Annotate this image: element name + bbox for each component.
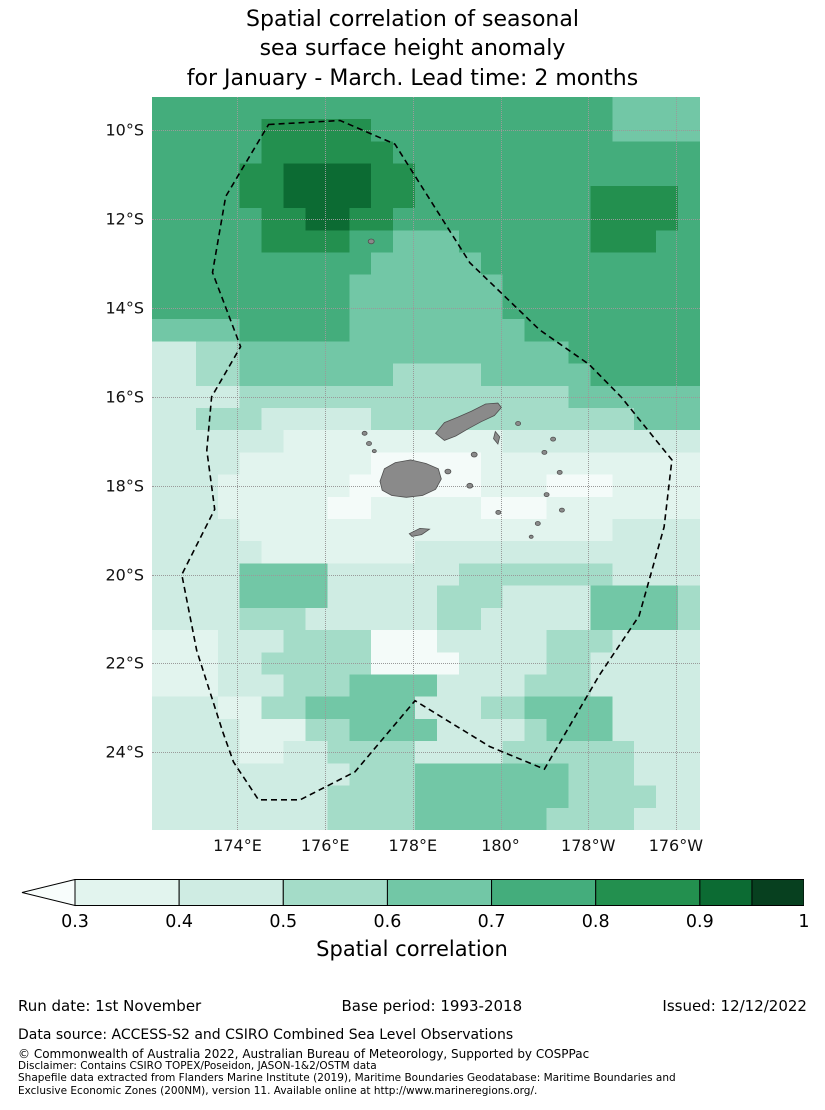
gridline-parallel — [152, 396, 700, 398]
colorbar-tick-label: 0.6 — [373, 912, 402, 932]
y-axis-tick-label: 24°S — [105, 742, 144, 762]
islet — [495, 509, 502, 515]
islet — [534, 521, 541, 526]
colorbar-tick-label: 0.3 — [61, 912, 89, 932]
copyright: © Commonwealth of Australia 2022, Austra… — [18, 1047, 590, 1061]
gridline-parallel — [152, 130, 700, 132]
gridline-meridian — [500, 97, 502, 830]
disclaimer: Disclaimer: Contains CSIRO TOPEX/Poseido… — [18, 1060, 377, 1072]
issued-date: Issued: 12/12/2022 — [662, 997, 807, 1015]
gridline-parallel — [152, 663, 700, 665]
x-axis-tick-label: 176°W — [648, 836, 704, 855]
colorbar-segment — [595, 879, 701, 906]
islands-layer — [361, 238, 565, 539]
colorbar-segment — [491, 879, 597, 906]
colorbar-segment — [386, 879, 493, 906]
data-source: Data source: ACCESS-S2 and CSIRO Combine… — [18, 1027, 514, 1043]
colorbar-segment — [178, 879, 284, 906]
title-line-3: for January - March. Lead time: 2 months — [186, 65, 639, 91]
island-taveuni — [493, 430, 501, 445]
colorbar-tick-label: 0.9 — [685, 912, 714, 932]
run-date: Run date: 1st November — [18, 997, 202, 1015]
figure-title: Spatial correlation of seasonal sea surf… — [0, 5, 825, 93]
islet — [444, 468, 452, 475]
x-axis-tick-label: 178°E — [388, 836, 438, 855]
title-line-2: sea surface height anomaly — [259, 36, 566, 62]
y-axis-tick-label: 20°S — [105, 565, 144, 585]
x-axis-tick-label: 176°E — [300, 836, 350, 855]
y-axis-tick-label: 14°S — [105, 298, 144, 318]
y-axis-tick-label: 22°S — [105, 653, 144, 673]
x-axis-tick-label: 174°E — [213, 836, 262, 855]
islet — [367, 238, 375, 245]
colorbar-tick-label: 0.7 — [477, 912, 506, 932]
shapefile-note-line-2: Exclusive Economic Zones (200NM), versio… — [18, 1085, 538, 1097]
islet — [470, 451, 478, 458]
y-axis-tick-label: 16°S — [105, 387, 144, 407]
gridline-meridian — [237, 97, 239, 830]
colorbar-bar — [21, 879, 804, 907]
y-axis-tick-label: 18°S — [105, 476, 144, 496]
islet — [550, 436, 557, 442]
islet — [371, 449, 377, 454]
gridline-parallel — [152, 752, 700, 754]
colorbar-tick-label: 0.8 — [581, 912, 610, 932]
islet — [558, 507, 565, 513]
gridline-parallel — [152, 574, 700, 576]
islet — [528, 534, 534, 539]
colorbar-segment — [282, 879, 388, 906]
gridline-meridian — [675, 97, 677, 830]
colorbar-segment — [74, 879, 180, 906]
y-axis-tick-label: 12°S — [105, 209, 144, 229]
shapefile-note-line-1: Shapefile data extracted from Flanders M… — [18, 1072, 676, 1084]
island-vanua-levu — [435, 402, 502, 441]
base-period: Base period: 1993-2018 — [341, 997, 523, 1015]
gridline-meridian — [325, 97, 327, 830]
y-axis-tick-label: 10°S — [105, 120, 144, 140]
eez-boundary — [180, 119, 673, 801]
title-line-1: Spatial correlation of seasonal — [246, 7, 579, 32]
gridline-parallel — [152, 219, 700, 221]
islet — [541, 449, 548, 455]
colorbar: 0.3 0.4 0.5 0.6 0.7 0.8 0.9 1 Spatial correlati… — [20, 879, 810, 974]
run-info-row: Run date: 1st November Base period: 1993… — [18, 997, 807, 1015]
map-plot — [152, 97, 700, 830]
islet — [556, 469, 563, 475]
gridline-parallel — [152, 308, 700, 310]
island-kadavu — [408, 527, 431, 537]
islet — [515, 421, 522, 426]
islet — [543, 492, 550, 498]
x-axis-tick-label: 180° — [481, 836, 520, 855]
gridline-meridian — [588, 97, 590, 830]
colorbar-tick-label: 0.5 — [269, 912, 298, 932]
colorbar-label: Spatial correlation — [316, 937, 508, 961]
colorbar-tick-label: 0.4 — [165, 912, 194, 932]
map-overlay — [180, 119, 673, 801]
colorbar-tick-label: 1 — [798, 912, 810, 932]
island-viti-levu — [379, 459, 442, 498]
colorbar-under-arrow — [21, 879, 76, 907]
islet — [466, 482, 474, 489]
islet — [366, 441, 372, 446]
colorbar-end-cap — [751, 879, 804, 906]
x-axis-tick-label: 178°W — [561, 836, 616, 855]
islet — [361, 430, 368, 436]
